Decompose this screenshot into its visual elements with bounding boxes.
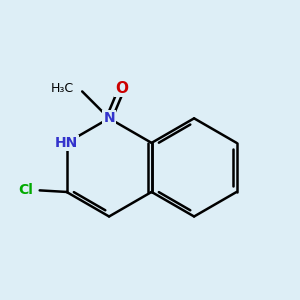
Text: H₃C: H₃C xyxy=(51,82,74,95)
Text: Cl: Cl xyxy=(19,183,33,197)
Text: HN: HN xyxy=(55,136,78,150)
Text: N: N xyxy=(103,111,115,125)
Text: O: O xyxy=(115,81,128,96)
